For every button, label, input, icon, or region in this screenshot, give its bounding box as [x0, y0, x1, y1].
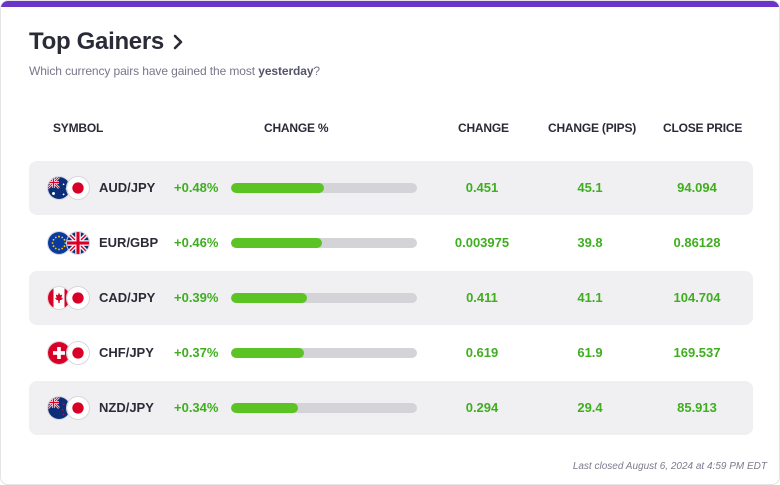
- symbol-label: EUR/GBP: [99, 235, 159, 250]
- change-pct-bar-fill: [231, 183, 324, 193]
- symbol-label: NZD/JPY: [99, 400, 154, 415]
- change-pips-value: 45.1: [577, 180, 603, 195]
- close-price-value: 0.86128: [673, 235, 721, 250]
- currency-pair-flags: [47, 231, 91, 255]
- table-row[interactable]: CAD/JPY +0.39% 0.411 41.1 104.704: [29, 271, 753, 325]
- chevron-right-icon: [173, 34, 183, 50]
- close-price-value: 104.704: [673, 290, 721, 305]
- change-value: 0.451: [465, 180, 499, 195]
- table-row[interactable]: AUD/JPY +0.48% 0.451 45.1 94.094: [29, 161, 753, 215]
- page-title: Top Gainers: [29, 28, 164, 55]
- accent-top-bar: [1, 1, 779, 7]
- change-pct-bar: [231, 348, 417, 358]
- page-subtitle: Which currency pairs have gained the mos…: [29, 64, 320, 78]
- change-pct-bar: [231, 238, 417, 248]
- close-price-value: 94.094: [677, 180, 717, 195]
- change-pct-bar: [231, 293, 417, 303]
- column-header-change-pct: CHANGE %: [264, 121, 329, 135]
- table-row[interactable]: EUR/GBP +0.46% 0.003975 39.8 0.86128: [29, 216, 753, 270]
- subtitle-suffix: ?: [313, 64, 320, 78]
- card-header: Top Gainers Which currency pairs have ga…: [29, 28, 320, 78]
- change-value: 0.619: [465, 345, 499, 360]
- column-header-change: CHANGE: [458, 121, 509, 135]
- change-value: 0.003975: [454, 235, 510, 250]
- last-closed-note: Last closed August 6, 2024 at 4:59 PM ED…: [572, 461, 767, 472]
- subtitle-emphasis: yesterday: [258, 64, 314, 78]
- symbol-label: CAD/JPY: [99, 290, 156, 305]
- change-pct-value: +0.34%: [174, 400, 219, 415]
- change-pct-value: +0.48%: [174, 180, 219, 195]
- change-pct-value: +0.46%: [174, 235, 219, 250]
- table-row[interactable]: NZD/JPY +0.34% 0.294 29.4 85.913: [29, 381, 753, 435]
- change-pct-bar: [231, 403, 417, 413]
- change-pct-bar-fill: [231, 403, 298, 413]
- change-pct-bar-fill: [231, 293, 308, 303]
- change-pct-value: +0.37%: [174, 345, 219, 360]
- change-value: 0.411: [466, 290, 498, 305]
- symbol-label: CHF/JPY: [99, 345, 154, 360]
- change-pips-value: 41.1: [577, 290, 603, 305]
- currency-pair-flags: [47, 176, 91, 200]
- symbol-label: AUD/JPY: [99, 180, 156, 195]
- japan-flag-icon: [66, 341, 90, 365]
- uk-flag-icon: [66, 231, 90, 255]
- currency-pair-flags: [47, 286, 91, 310]
- close-price-value: 85.913: [677, 400, 717, 415]
- change-pct-value: +0.39%: [174, 290, 219, 305]
- change-pips-value: 29.4: [577, 400, 603, 415]
- change-value: 0.294: [465, 400, 499, 415]
- column-header-symbol: SYMBOL: [53, 121, 104, 135]
- top-gainers-title-link[interactable]: Top Gainers: [29, 28, 320, 56]
- currency-pair-flags: [47, 341, 91, 365]
- change-pct-bar-fill: [231, 238, 323, 248]
- currency-pair-flags: [47, 396, 91, 420]
- japan-flag-icon: [66, 396, 90, 420]
- column-header-change-pips: CHANGE (PIPS): [548, 121, 637, 135]
- subtitle-prefix: Which currency pairs have gained the mos…: [29, 64, 259, 78]
- change-pips-value: 61.9: [577, 345, 603, 360]
- japan-flag-icon: [66, 176, 90, 200]
- change-pct-bar: [231, 183, 417, 193]
- close-price-value: 169.537: [673, 345, 721, 360]
- change-pct-bar-fill: [231, 348, 304, 358]
- change-pips-value: 39.8: [577, 235, 603, 250]
- japan-flag-icon: [66, 286, 90, 310]
- table-row[interactable]: CHF/JPY +0.37% 0.619 61.9 169.537: [29, 326, 753, 380]
- column-header-close-price: CLOSE PRICE: [663, 121, 743, 135]
